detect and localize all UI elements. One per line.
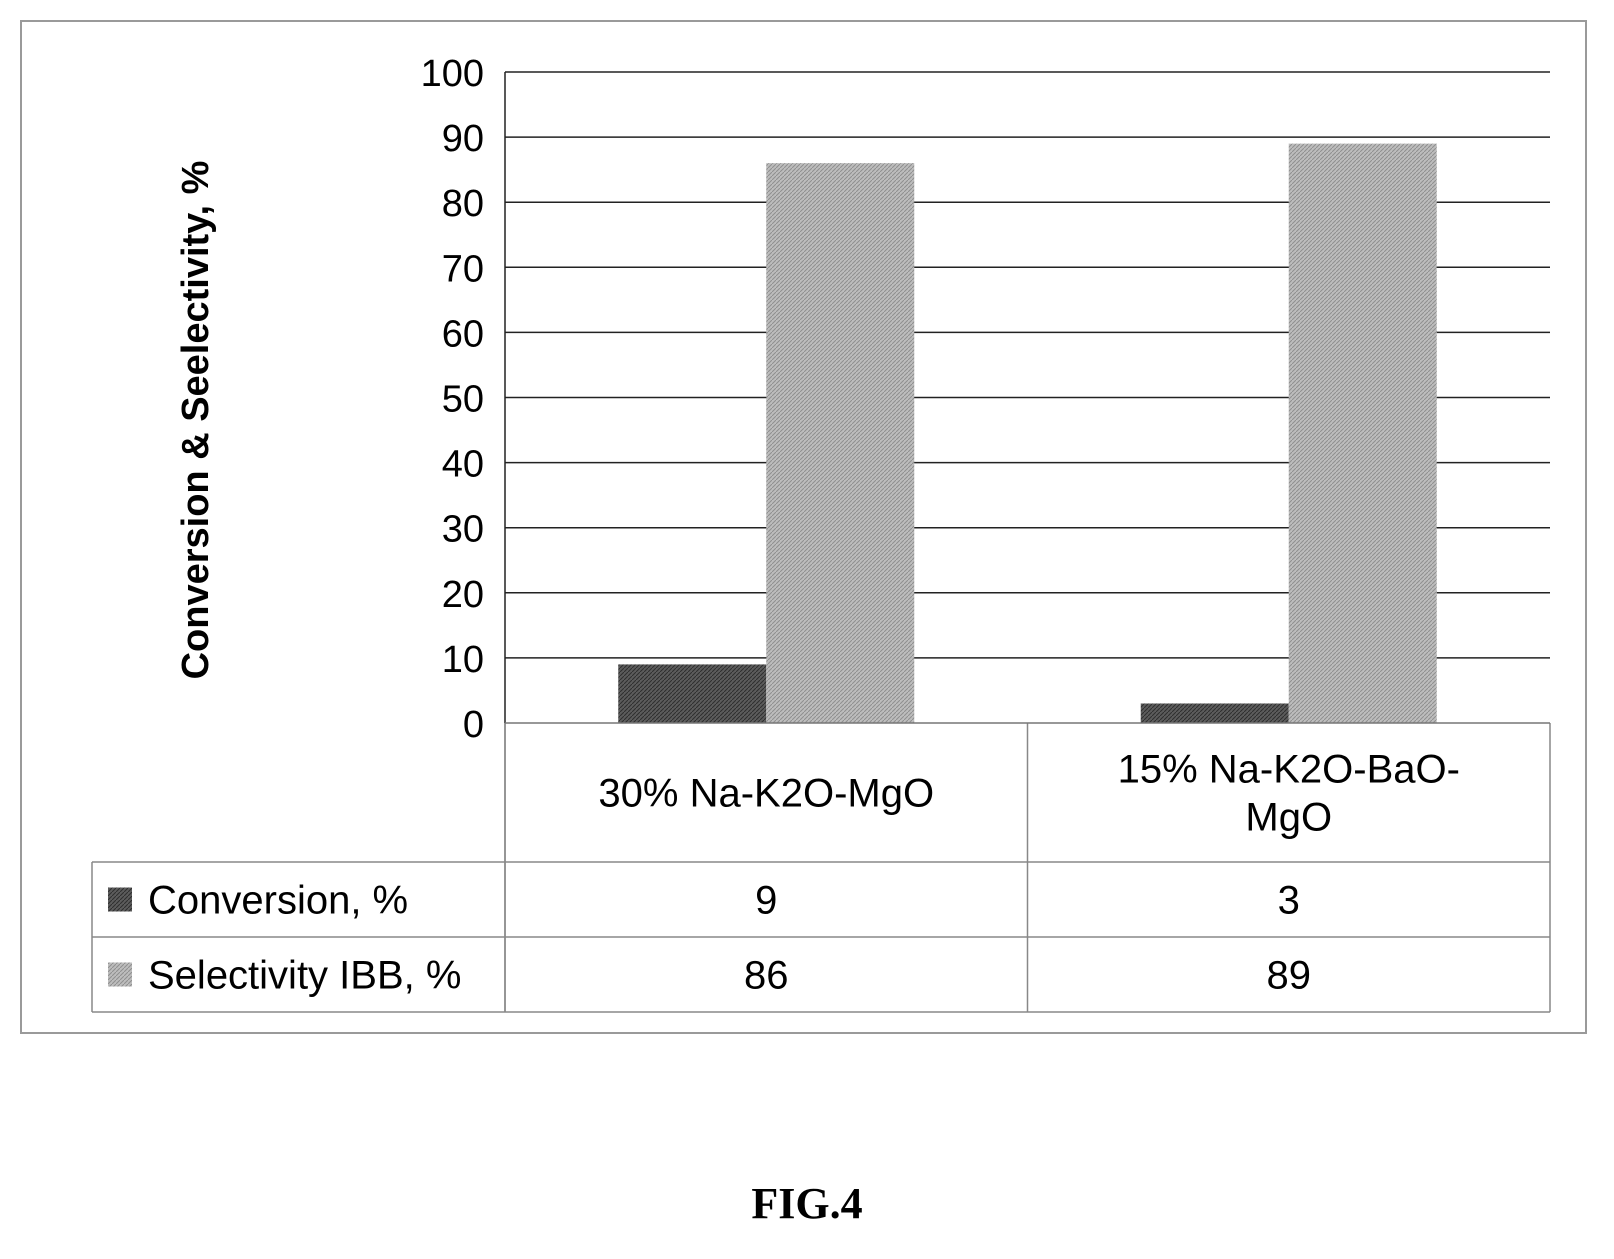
bar-selectivity-0 [766, 163, 915, 723]
y-axis-title: Conversion & Seelectivity, % [175, 161, 217, 680]
y-tick-label: 0 [463, 704, 484, 746]
x-tick-label: MgO [1245, 796, 1332, 840]
legend-key-conversion [108, 887, 132, 912]
bars [618, 143, 1437, 724]
y-axis: 0 10 20 30 40 50 60 70 80 90 100 [421, 53, 1550, 746]
x-tick-label: 15% Na-K2O-BaO- [1118, 748, 1460, 792]
data-label: 9 [755, 879, 777, 923]
y-tick-label: 30 [442, 509, 484, 551]
y-tick-label: 60 [442, 313, 484, 355]
legend-label: Conversion, % [148, 879, 408, 923]
data-table: 30% Na-K2O-MgO 15% Na-K2O-BaO-MgO Conversi… [91, 723, 1551, 1013]
bar-conversion-1 [1140, 703, 1289, 723]
y-tick-label: 10 [442, 639, 484, 681]
y-tick-label: 20 [442, 574, 484, 616]
y-tick-label: 80 [442, 183, 484, 225]
y-tick-label: 70 [442, 248, 484, 290]
y-tick-label: 90 [442, 118, 484, 160]
bar-selectivity-1 [1288, 143, 1437, 724]
y-tick-label: 100 [421, 53, 484, 95]
data-label: 3 [1278, 879, 1300, 923]
x-tick-label: 30% Na-K2O-MgO [598, 772, 934, 816]
legend-key-selectivity [108, 962, 132, 987]
figure-label: FIG.4 [751, 1179, 863, 1228]
chart-frame [20, 20, 1587, 1034]
y-tick-label: 50 [442, 379, 484, 421]
data-label: 86 [744, 954, 789, 998]
bar-conversion-0 [618, 664, 767, 723]
bar-chart: 30% Na-K2O-MgO 15% Na-K2O-BaO-MgO Conversi… [91, 53, 1551, 1013]
y-tick-label: 40 [442, 444, 484, 486]
data-label: 89 [1267, 954, 1312, 998]
legend-label: Selectivity IBB, % [148, 954, 461, 998]
